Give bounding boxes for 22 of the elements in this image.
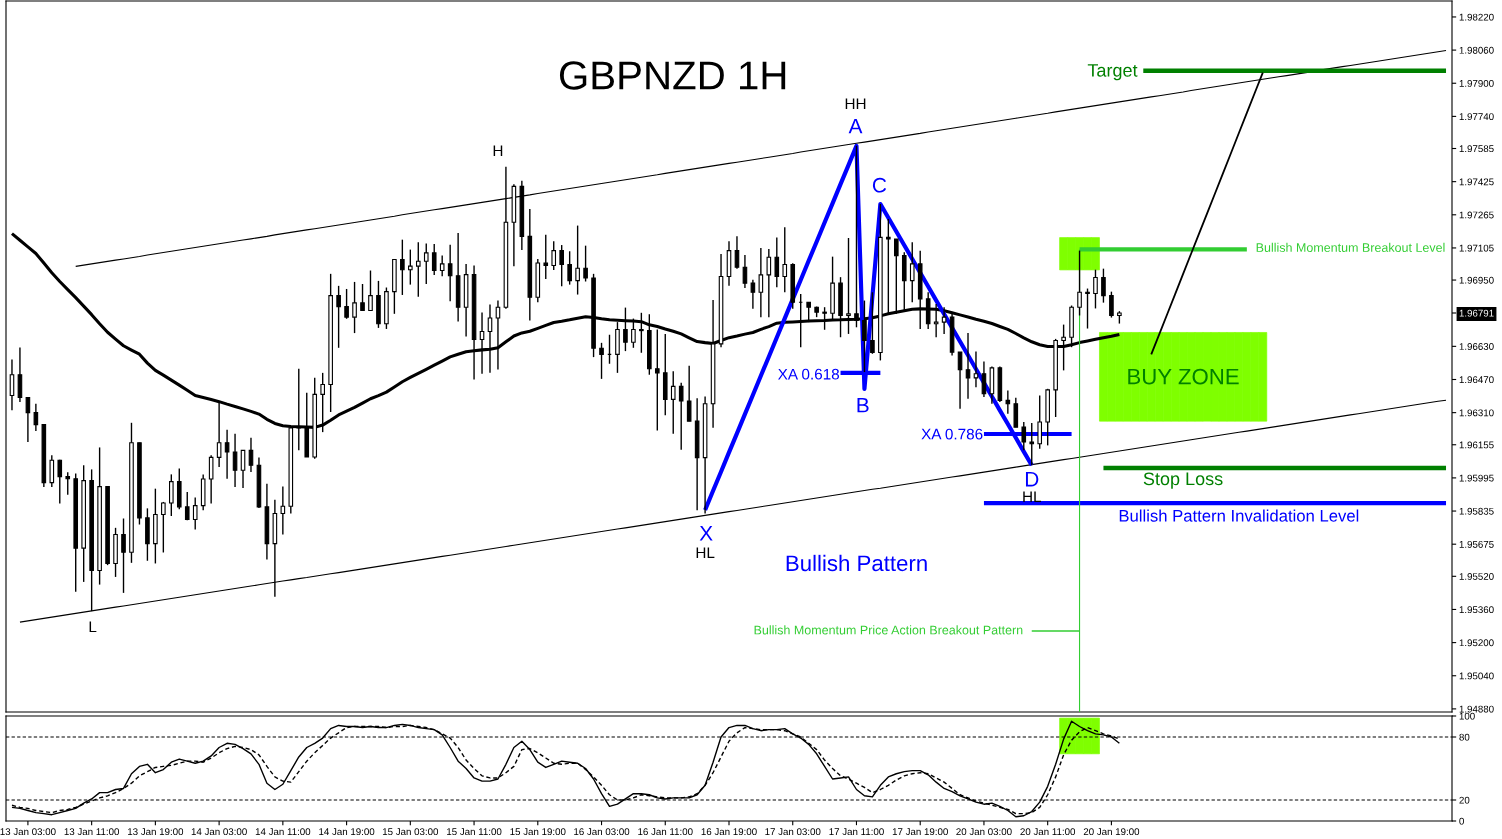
- x-tick-label: 16 Jan 19:00: [701, 828, 757, 836]
- y-tick-label: 100: [1459, 712, 1475, 720]
- x-tick-label: 14 Jan 11:00: [255, 828, 311, 836]
- x-tick-label: 20 Jan 03:00: [956, 828, 1012, 836]
- x-tick-label: 14 Jan 19:00: [319, 828, 375, 836]
- x-tick-label: 13 Jan 19:00: [128, 828, 184, 836]
- x-tick-label: 16 Jan 11:00: [638, 828, 693, 836]
- x-tick-label: 13 Jan 03:00: [0, 828, 56, 836]
- x-tick-label: 17 Jan 19:00: [892, 828, 948, 836]
- x-tick-label: 15 Jan 11:00: [447, 828, 502, 836]
- x-tick-label: 13 Jan 11:00: [64, 828, 120, 836]
- x-tick-label: 17 Jan 03:00: [765, 828, 821, 836]
- x-tick-label: 15 Jan 03:00: [382, 828, 439, 836]
- y-tick-label: 0: [1459, 817, 1464, 825]
- x-tick-label: 20 Jan 11:00: [1020, 828, 1076, 836]
- x-tick-label: 20 Jan 19:00: [1083, 828, 1140, 836]
- x-tick-label: 15 Jan 19:00: [510, 828, 566, 836]
- x-tick-label: 14 Jan 03:00: [191, 828, 247, 836]
- y-tick-label: 20: [1459, 796, 1470, 804]
- y-tick-label: 80: [1459, 733, 1470, 741]
- x-tick-label: 16 Jan 03:00: [574, 828, 630, 836]
- x-tick-label: 17 Jan 11:00: [829, 828, 884, 836]
